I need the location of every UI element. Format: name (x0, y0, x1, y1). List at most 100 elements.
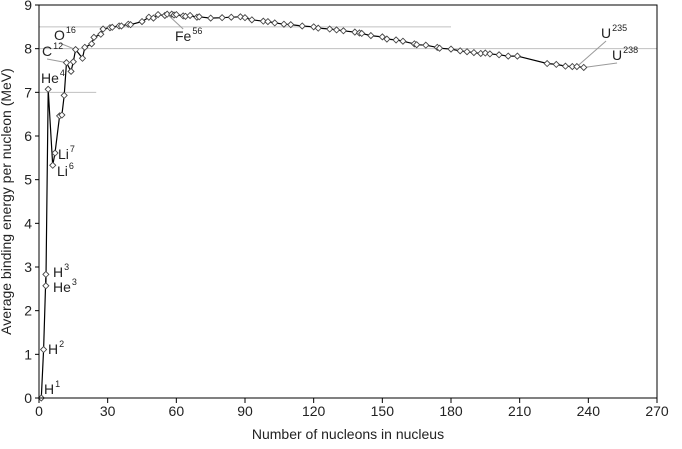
data-point (339, 27, 348, 35)
y-tick-label: 4 (24, 215, 32, 231)
data-point (332, 26, 341, 34)
isotope-symbol: U (612, 47, 622, 63)
data-point (145, 13, 153, 21)
y-tick-label: 6 (24, 128, 32, 144)
x-tick-label: 270 (645, 403, 669, 419)
data-point (447, 45, 455, 53)
data-point (51, 149, 59, 157)
isotope-label-c12: C 12 (42, 41, 63, 59)
x-tick-label: 30 (100, 403, 116, 419)
isotope-symbol: He (53, 279, 71, 295)
isotope-label-fe56: Fe 56 (175, 26, 202, 44)
data-point (463, 48, 471, 56)
data-point (580, 63, 588, 72)
isotope-mass-number: 3 (72, 277, 77, 287)
data-point (49, 161, 57, 169)
data-point (117, 22, 126, 30)
data-point (543, 59, 551, 68)
data-point (81, 43, 89, 51)
data-point (358, 29, 366, 38)
x-tick-label: 120 (302, 403, 326, 419)
isotope-mass-number: 2 (59, 339, 64, 349)
data-point (39, 345, 48, 354)
data-point (154, 10, 162, 19)
isotope-mass-number: 12 (53, 41, 63, 51)
data-point (248, 16, 256, 24)
isotope-mass-number: 1 (55, 379, 60, 389)
data-point (392, 36, 400, 44)
data-point (367, 31, 375, 40)
annotation-leader (59, 42, 76, 51)
series-line (40, 13, 584, 399)
annotation-leader (576, 40, 607, 67)
data-point (207, 14, 215, 22)
plot-frame (38, 4, 658, 399)
data-point (351, 28, 359, 36)
isotope-symbol: H (48, 341, 58, 357)
isotope-label-li7: Li 7 (58, 144, 75, 162)
data-point (287, 21, 295, 29)
data-point (435, 44, 444, 52)
x-tick-label: 0 (35, 403, 43, 419)
data-point (264, 17, 272, 26)
data-point (195, 13, 203, 21)
data-point (573, 62, 581, 71)
x-tick-label: 150 (371, 403, 395, 419)
data-point (236, 13, 245, 21)
annotation-leader (166, 13, 184, 30)
data-point (149, 14, 158, 22)
y-tick-label: 8 (24, 41, 32, 57)
x-tick-label: 90 (237, 403, 253, 419)
data-point (99, 25, 107, 33)
data-point (310, 23, 318, 31)
data-point (326, 25, 334, 33)
y-tick-label: 7 (24, 84, 32, 100)
data-point (78, 54, 87, 62)
isotope-label-u235: U 235 (601, 23, 627, 41)
data-series (37, 10, 588, 402)
data-point (44, 85, 52, 93)
data-point (241, 14, 249, 22)
data-point (138, 17, 146, 26)
data-point (71, 45, 80, 54)
data-point (97, 30, 105, 38)
isotope-mass-number: 238 (623, 45, 638, 55)
x-axis-ticks: 0 30 60 90 120 150 180 210 240 270 (35, 398, 669, 419)
isotope-symbol: U (601, 25, 611, 41)
isotope-label-o16: O 16 (54, 25, 76, 43)
isotope-symbol: O (54, 27, 65, 43)
y-tick-label: 5 (24, 172, 32, 188)
data-point (186, 11, 194, 20)
data-point (413, 41, 421, 49)
y-axis-ticks: 0 1 2 3 4 5 6 7 8 9 (24, 0, 39, 406)
x-tick-label: 210 (508, 403, 532, 419)
data-point (271, 19, 279, 27)
y-tick-label: 9 (24, 0, 32, 13)
isotope-label-he3: He 3 (53, 277, 77, 295)
data-point (470, 48, 478, 57)
x-tick-label: 240 (577, 403, 601, 419)
annotation-leader (46, 58, 67, 64)
x-tick-label: 180 (439, 403, 463, 419)
data-point (280, 20, 288, 28)
data-point (90, 33, 98, 41)
data-point (552, 60, 560, 69)
x-tick-label: 60 (169, 403, 185, 419)
data-point (67, 67, 75, 76)
annotation-leader (583, 62, 618, 68)
data-point (513, 52, 522, 60)
x-axis-title: Number of nucleons in nucleus (252, 426, 444, 442)
isotope-mass-number: 6 (69, 161, 74, 171)
isotope-mass-number: 235 (612, 23, 627, 33)
data-point (172, 10, 180, 19)
data-point (486, 50, 494, 58)
isotope-symbol: Li (58, 146, 69, 162)
data-point (383, 35, 391, 43)
isotope-symbol: H (53, 264, 63, 280)
data-point (298, 22, 306, 30)
